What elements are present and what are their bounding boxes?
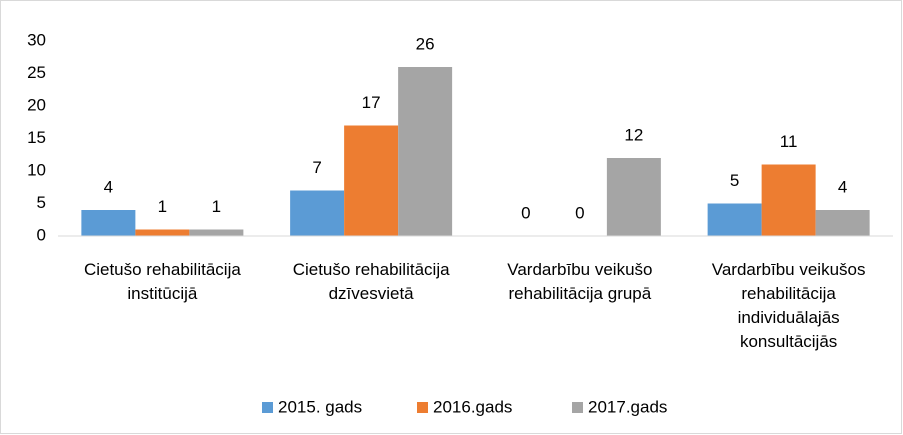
bar xyxy=(707,203,762,236)
y-tick-label: 5 xyxy=(37,193,46,212)
legend-swatch xyxy=(572,402,583,413)
legend-swatch xyxy=(262,402,273,413)
bar xyxy=(761,164,816,236)
bar xyxy=(135,229,190,236)
bar xyxy=(290,190,345,236)
y-tick-label: 10 xyxy=(27,160,46,179)
y-tick-label: 30 xyxy=(27,30,46,49)
bar xyxy=(189,229,244,236)
bar xyxy=(81,210,136,236)
data-label: 1 xyxy=(212,197,221,216)
data-label: 26 xyxy=(416,34,435,53)
legend-label: 2017.gads xyxy=(588,397,667,416)
data-label: 4 xyxy=(104,177,113,196)
x-tick-label: Cietušo rehabilitācija dzīvesvietā xyxy=(292,260,450,303)
y-tick-label: 0 xyxy=(37,225,46,244)
data-label: 0 xyxy=(521,203,530,222)
data-label: 12 xyxy=(624,125,643,144)
data-label: 1 xyxy=(158,197,167,216)
y-tick-label: 25 xyxy=(27,63,46,82)
data-label: 7 xyxy=(312,158,321,177)
x-tick-label: Vardarbību veikušos rehabilitācija indiv… xyxy=(711,260,866,351)
data-label: 5 xyxy=(730,171,739,190)
bar xyxy=(815,210,870,236)
y-tick-label: 15 xyxy=(27,128,46,147)
bar xyxy=(344,125,399,236)
data-label: 11 xyxy=(780,132,798,151)
x-tick-label: Cietušo rehabilitācija institūcijā xyxy=(83,260,241,303)
bar xyxy=(398,67,453,236)
x-tick-label: Vardarbību veikušo rehabilitācija grupā xyxy=(507,260,653,303)
legend-swatch xyxy=(417,402,428,413)
legend-label: 2015. gads xyxy=(278,397,362,416)
bar xyxy=(606,158,661,236)
legend-label: 2016.gads xyxy=(433,397,512,416)
y-tick-label: 20 xyxy=(27,95,46,114)
data-label: 0 xyxy=(575,203,584,222)
data-label: 4 xyxy=(838,177,847,196)
data-label: 17 xyxy=(362,93,381,112)
